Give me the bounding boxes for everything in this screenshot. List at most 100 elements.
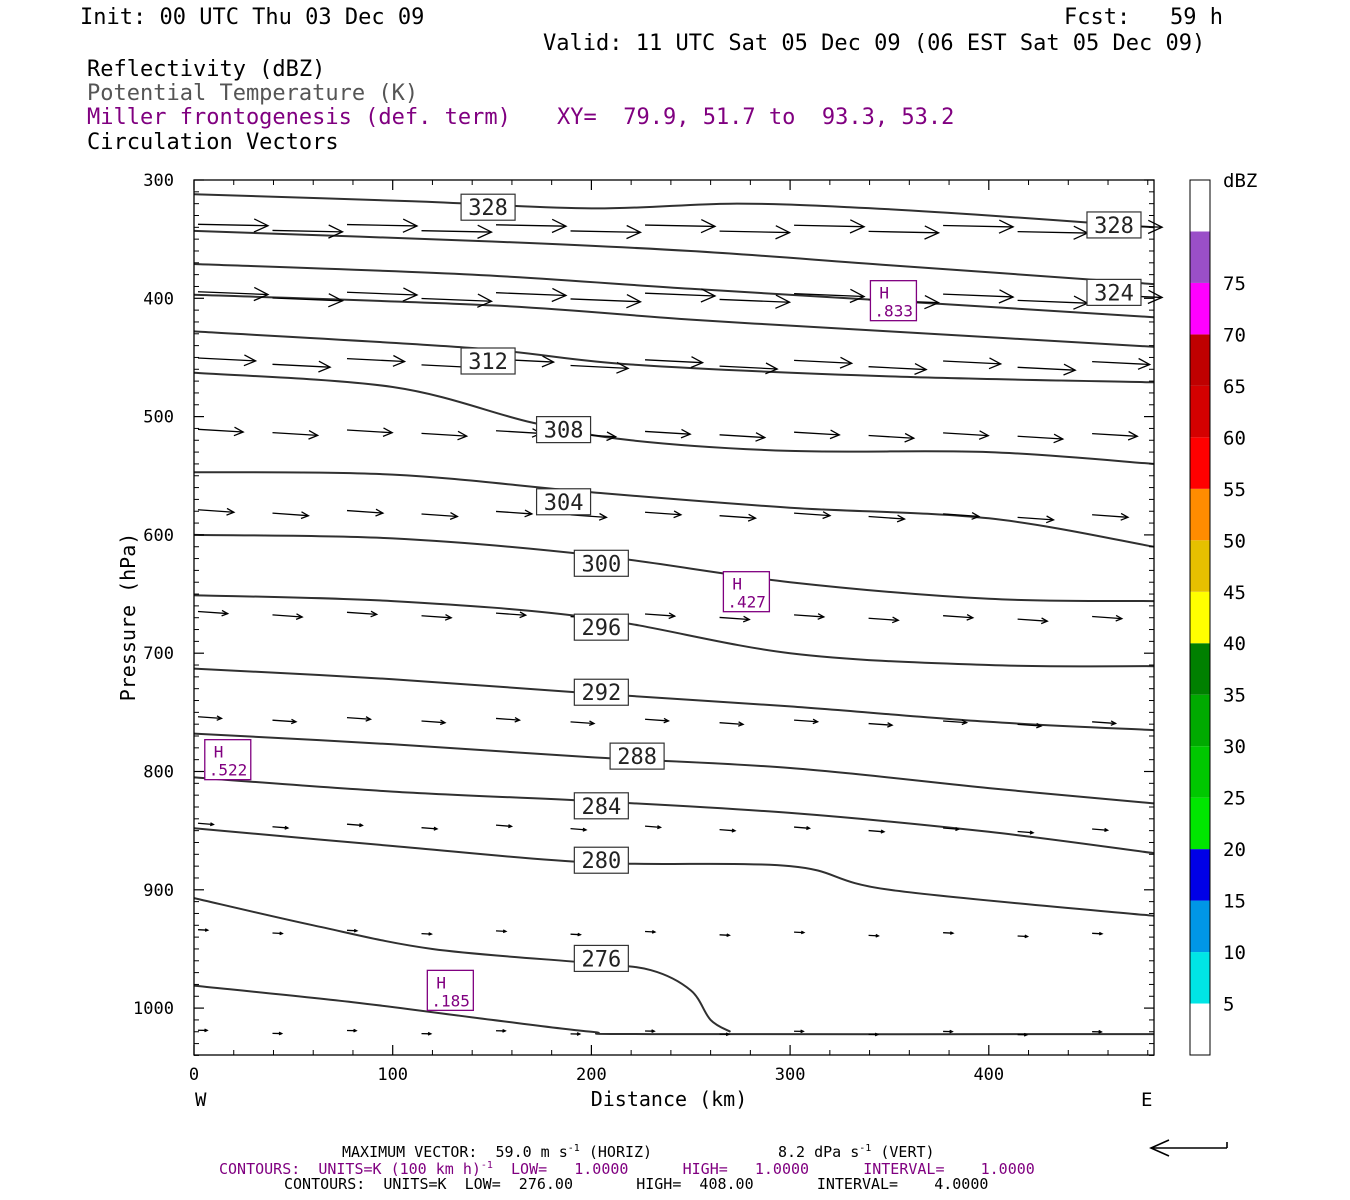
colorbar-segment <box>1190 591 1210 644</box>
theta-label-box <box>573 944 629 973</box>
colorbar-label: 45 <box>1223 582 1246 604</box>
cross-section-xy: XY= 79.9, 51.7 to 93.3, 53.2 <box>557 105 955 130</box>
circulation-vector <box>421 932 433 936</box>
circulation-vector <box>1017 617 1049 625</box>
colorbar-label: 50 <box>1223 530 1246 552</box>
circulation-vector <box>495 287 568 303</box>
circulation-vector <box>645 356 705 369</box>
frontogenesis-max-box <box>869 280 918 322</box>
circulation-vector <box>197 426 245 437</box>
circulation-vector <box>421 430 469 441</box>
circulation-vector <box>868 722 894 728</box>
circulation-vector <box>719 432 767 442</box>
circulation-vector <box>794 511 832 520</box>
circulation-vector <box>1092 614 1124 622</box>
theta-label: 300 <box>581 552 621 577</box>
y-axis-label: Pressure (hPa) <box>116 533 140 702</box>
circulation-vector <box>1017 515 1056 524</box>
circulation-vector <box>272 293 345 308</box>
frontogenesis-max-value: .427 <box>727 593 766 612</box>
theta-contour-line <box>193 293 1154 348</box>
circulation-vector <box>794 288 866 304</box>
y-tick-label: 400 <box>143 289 174 309</box>
colorbar-label: 65 <box>1223 376 1246 398</box>
circulation-vector <box>197 218 270 233</box>
field-reflectivity: Reflectivity (dBZ) <box>87 57 326 82</box>
circulation-vector <box>421 293 494 308</box>
theta-contour-line <box>193 371 1154 465</box>
frontogenesis-max-box <box>426 969 474 1012</box>
colorbar-segment <box>1190 900 1210 953</box>
reference-vector-arrow <box>1149 1139 1228 1157</box>
circulation-vector <box>421 224 494 239</box>
y-tick-label: 800 <box>143 763 174 783</box>
circulation-vector <box>943 719 969 726</box>
colorbar-label: 5 <box>1223 994 1234 1016</box>
frontogenesis-max-value: .185 <box>431 991 470 1010</box>
y-tick-label: 700 <box>143 644 174 664</box>
circulation-vector <box>570 932 582 937</box>
colorbar-segment <box>1190 849 1210 901</box>
circulation-vector <box>1092 827 1110 833</box>
circulation-vector <box>794 613 826 620</box>
circulation-vector <box>1017 363 1077 376</box>
theta-label: 308 <box>544 419 584 444</box>
theta-label-box <box>573 846 629 874</box>
theta-label-box <box>535 488 592 516</box>
circulation-vector <box>943 430 990 440</box>
circulation-vector <box>197 507 236 516</box>
theta-contour-line <box>193 533 1154 603</box>
circulation-vector <box>1017 295 1090 310</box>
theta-label: 324 <box>1094 281 1134 306</box>
circulation-vector <box>570 827 588 832</box>
circulation-vector <box>645 612 677 620</box>
circulation-vector <box>719 721 745 727</box>
circulation-vector <box>1092 931 1104 936</box>
colorbar-label: 60 <box>1223 427 1246 449</box>
circulation-vector <box>197 286 270 302</box>
circulation-vector <box>570 1032 582 1036</box>
colorbar-label: 10 <box>1223 942 1246 964</box>
colorbar-segment <box>1190 952 1210 1004</box>
colorbar-label: 75 <box>1223 273 1246 295</box>
theta-label: 292 <box>581 681 621 706</box>
circulation-vector <box>346 508 385 517</box>
colorbar-segment <box>1190 694 1210 747</box>
frontogenesis-max-label: H <box>879 284 889 303</box>
circulation-vector <box>719 294 792 309</box>
circulation-vector <box>272 1031 284 1036</box>
theta-label-box <box>609 742 665 770</box>
circulation-vector <box>794 219 866 234</box>
max-vector-vert: 8.2 dPa s-1 (VERT) <box>778 1143 935 1161</box>
circulation-vector <box>495 929 508 934</box>
circulation-vector <box>421 614 453 621</box>
circulation-vector <box>645 428 692 439</box>
west-label: W <box>195 1089 207 1111</box>
circulation-vector <box>794 718 820 725</box>
y-tick-label: 300 <box>143 171 174 191</box>
frontogenesis-max-label: H <box>436 973 446 992</box>
circulation-vector <box>794 930 806 935</box>
field-circulation: Circulation Vectors <box>87 130 339 155</box>
colorbar-segment <box>1190 282 1210 335</box>
circulation-vector <box>645 288 717 303</box>
circulation-vector <box>645 930 657 934</box>
circulation-vector <box>1017 225 1090 240</box>
circulation-vector <box>495 717 522 723</box>
circulation-vector <box>868 829 886 834</box>
circulation-vector <box>272 825 290 830</box>
theta-label: 276 <box>581 947 621 972</box>
circulation-vector <box>868 432 916 443</box>
circulation-vector <box>496 1029 507 1033</box>
circulation-vector <box>272 718 298 725</box>
circulation-vector <box>421 512 459 521</box>
colorbar-segment <box>1190 334 1210 386</box>
circulation-vector <box>197 1028 209 1033</box>
circulation-vector <box>197 715 224 721</box>
theta-label: 304 <box>544 491 584 516</box>
field-theta: Potential Temperature (K) <box>87 81 419 106</box>
frontogenesis-max-value: .522 <box>209 761 248 780</box>
circulation-vector <box>868 1032 880 1037</box>
circulation-vector <box>943 289 1015 304</box>
